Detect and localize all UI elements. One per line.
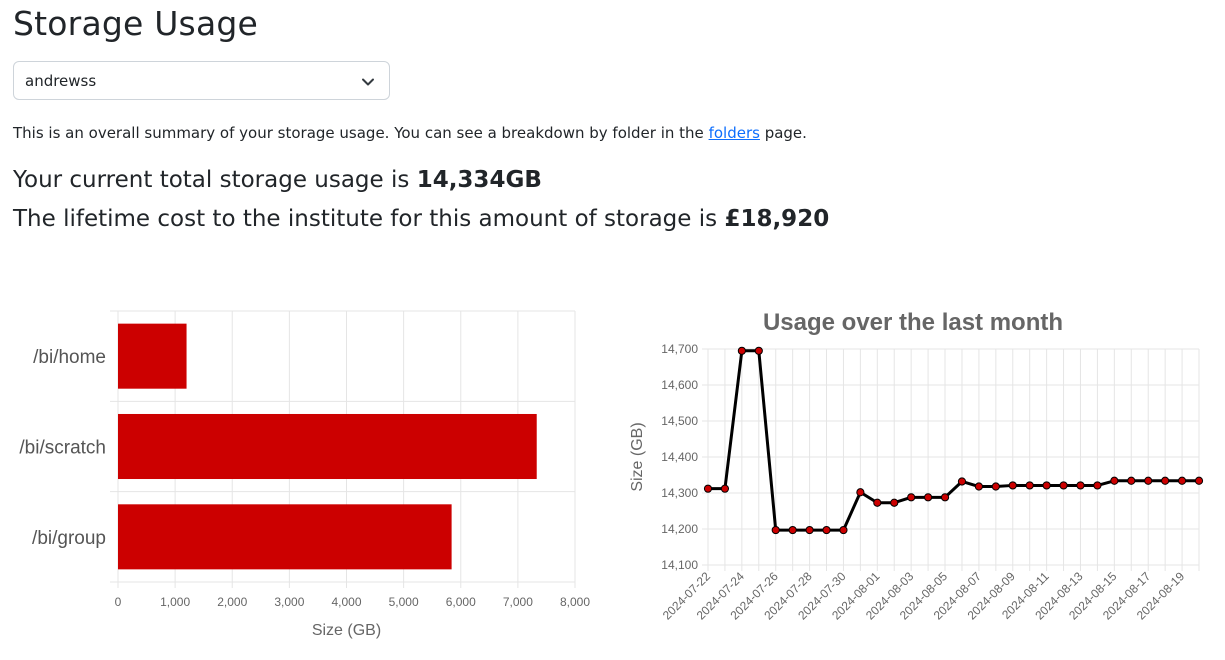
y-tick-label: 14,600	[661, 378, 698, 392]
data-point	[754, 346, 763, 355]
data-point	[940, 493, 950, 502]
usage-summary: Your current total storage usage is 14,3…	[13, 167, 542, 193]
usage-prefix: Your current total storage usage is	[13, 167, 417, 193]
y-tick-label: 14,400	[661, 450, 698, 464]
data-point	[873, 498, 882, 507]
data-point	[907, 493, 916, 502]
intro-text: This is an overall summary of your stora…	[13, 124, 807, 142]
data-point	[1076, 481, 1085, 490]
cost-prefix: The lifetime cost to the institute for t…	[13, 206, 725, 232]
x-tick-label: 3,000	[274, 595, 304, 609]
x-tick-label: 0	[115, 595, 122, 609]
data-point	[1127, 476, 1136, 485]
folder-size-bar-chart: 0 1,000 2,000 3,000 4,000 5,000 6,000 7,000 8,00…	[19, 310, 590, 639]
data-point	[1008, 481, 1017, 490]
user-select-value: andrewss	[25, 72, 97, 90]
data-point	[1110, 476, 1119, 485]
data-point	[1177, 476, 1187, 485]
data-point	[737, 346, 746, 355]
category-label: /bi/home	[33, 347, 106, 368]
chevron-down-icon	[361, 74, 375, 93]
category-label: /bi/scratch	[19, 438, 106, 459]
data-point	[890, 498, 899, 507]
y-tick-label: 14,200	[661, 522, 698, 536]
data-point	[703, 484, 713, 493]
data-point	[1042, 481, 1051, 490]
y-axis-title: Size (GB)	[629, 422, 646, 491]
bar	[118, 413, 537, 480]
chart-title: Usage over the last month	[763, 309, 1063, 336]
cost-summary: The lifetime cost to the institute for t…	[13, 206, 829, 232]
x-tick-label: 5,000	[389, 595, 419, 609]
data-point	[974, 482, 983, 491]
x-tick-label: 6,000	[446, 595, 476, 609]
x-axis-title: Size (GB)	[312, 622, 381, 639]
data-point	[771, 525, 780, 535]
data-point	[839, 525, 848, 535]
data-point	[924, 493, 933, 502]
series-line	[708, 349, 1199, 532]
data-point	[720, 484, 730, 493]
data-point	[788, 525, 797, 535]
y-tick-label: 14,100	[661, 558, 698, 572]
data-point	[1093, 481, 1102, 490]
category-label: /bi/group	[32, 528, 106, 549]
bar	[118, 323, 187, 389]
intro-text-before: This is an overall summary of your stora…	[13, 124, 709, 142]
x-tick-label: 2,000	[217, 595, 247, 609]
y-tick-label: 14,700	[661, 342, 698, 356]
page-title: Storage Usage	[13, 4, 259, 43]
x-tick-label: 4,000	[331, 595, 361, 609]
user-select[interactable]: andrewss	[13, 61, 390, 100]
data-point	[1025, 481, 1034, 490]
bar	[118, 504, 452, 570]
x-tick-label: 7,000	[503, 595, 533, 609]
cost-value: £18,920	[724, 206, 830, 232]
usage-value: 14,334GB	[416, 167, 542, 193]
data-point	[1059, 481, 1068, 490]
y-tick-label: 14,300	[661, 486, 698, 500]
data-point	[991, 482, 1000, 491]
data-point	[822, 525, 831, 535]
data-point	[1144, 476, 1153, 485]
data-point	[856, 488, 865, 497]
data-point	[1194, 476, 1204, 485]
x-tick-label: 1,000	[160, 595, 190, 609]
data-point	[1161, 476, 1170, 485]
y-tick-label: 14,500	[661, 414, 698, 428]
data-point	[805, 525, 814, 535]
x-tick-label: 8,000	[560, 595, 590, 609]
folders-link[interactable]: folders	[708, 124, 760, 142]
data-point	[957, 477, 967, 486]
usage-line-chart: Usage over the last month 14,100 14,200 14,…	[629, 309, 1204, 623]
intro-text-after: page.	[759, 124, 807, 142]
